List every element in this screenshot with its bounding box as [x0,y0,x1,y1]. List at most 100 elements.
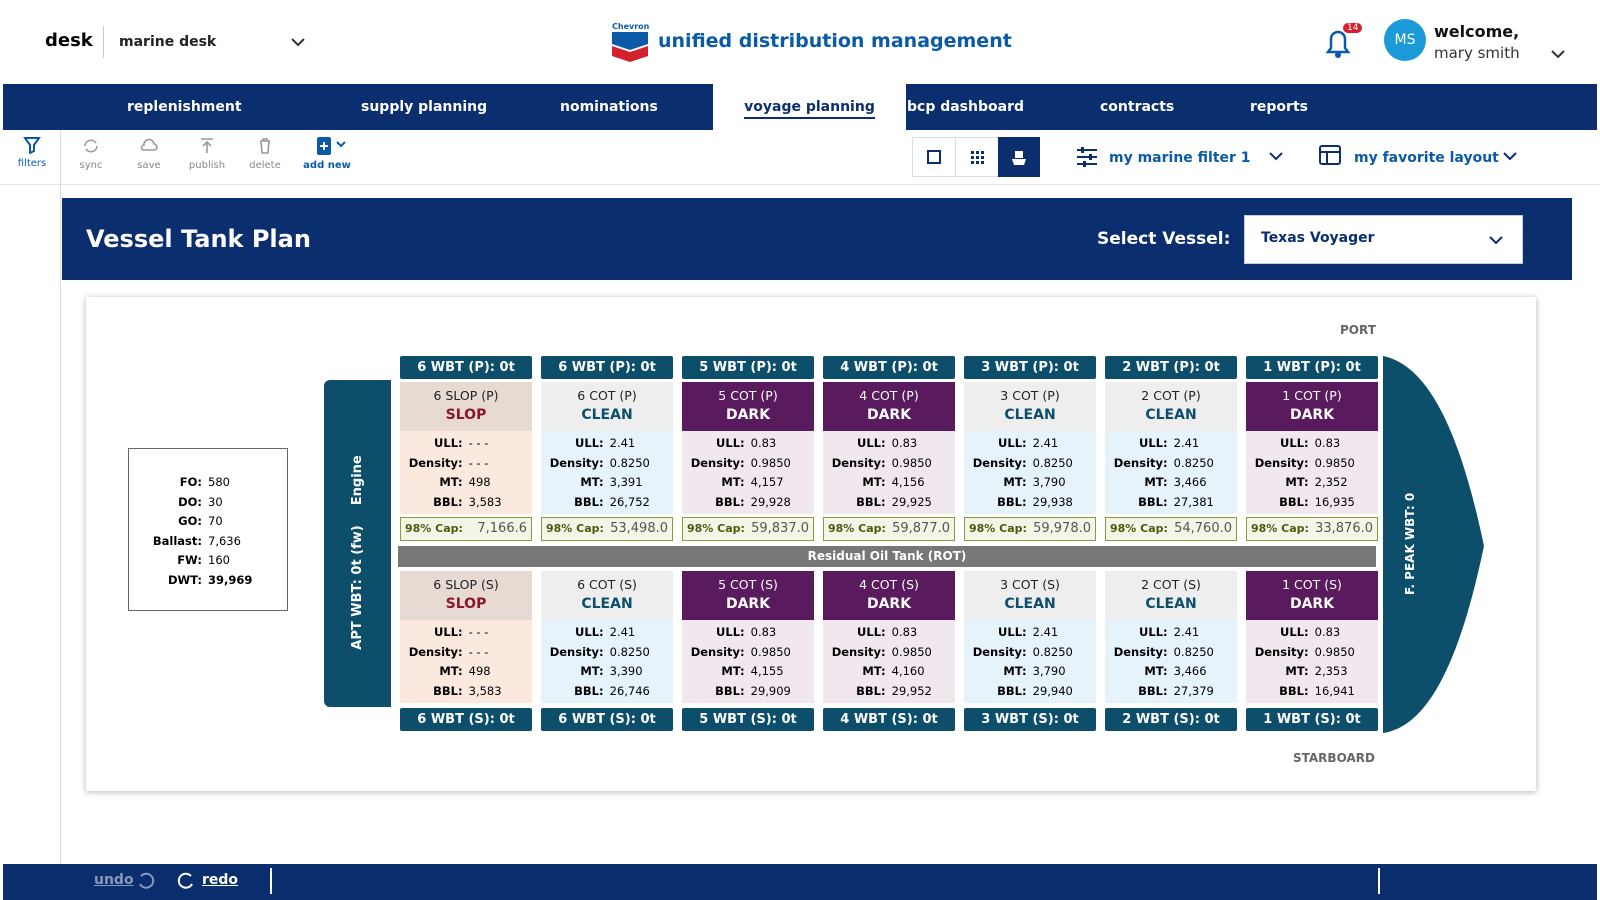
undo-button[interactable]: undo [94,872,134,888]
logo [612,32,648,62]
filter-select[interactable]: my marine filter 1 [1109,150,1251,166]
field-value: 16,941 [1314,683,1355,698]
tank-field: ULL: 0.83 [1246,623,1378,643]
filters-button[interactable]: filters [7,136,57,169]
field-value: 0.9850 [1314,644,1355,659]
avatar[interactable]: MS [1384,19,1426,61]
summary-value: 70 [208,514,223,528]
field-value: 0.83 [750,436,777,450]
tank-cap: 98% Cap: 54,760.0 [1105,517,1237,541]
tank-grade: DARK [725,407,771,423]
field-label: ULL: [857,625,886,639]
nav-tab[interactable]: bcp dashboard [897,84,1092,130]
chevron-icon[interactable] [1550,48,1566,60]
field-label: Density: [690,644,745,659]
tank-field: BBL: 16,941 [1246,682,1378,702]
chevron-icon[interactable] [1268,150,1284,162]
field-label: MT: [1144,475,1168,489]
tank-body: ULL: 2.41 Density: 0.8250 MT: 3,390 BBL: 26,746 [541,620,673,703]
view-table[interactable] [912,137,956,177]
redo-button[interactable]: redo [202,872,239,888]
tank-field: ULL: 0.83 [682,434,814,454]
tank-body: ULL: 0.83 Density: 0.9850 MT: 2,353 BBL: 16,941 [1246,620,1378,703]
toolbar-button[interactable]: delete [240,136,290,171]
redo-icon [177,872,193,889]
field-label: MT: [439,475,463,489]
undo-icon [139,872,155,889]
tank-field: ULL: - - - [400,623,532,643]
tank-head[interactable]: 2 COT (P) CLEAN [1105,382,1237,431]
field-label: Density: [972,455,1027,470]
view-vessel[interactable] [998,137,1040,177]
cap-label: 98% Cap: [546,522,604,535]
vessel-select[interactable]: Texas Voyager [1244,215,1523,264]
tank-head[interactable]: 6 SLOP (S) SLOP [400,571,532,620]
tank-head[interactable]: 6 COT (S) CLEAN [541,571,673,620]
toolbar-button[interactable]: save [124,136,174,171]
nav-tab[interactable]: nominations [550,84,700,130]
field-value: 2,352 [1314,475,1348,489]
tank-field: MT: 3,390 [541,662,673,682]
add-new-button[interactable]: add new [302,136,352,171]
tank-head[interactable]: 4 COT (P) DARK [823,382,955,431]
nav-tab[interactable]: supply planning [351,84,526,130]
chevron-icon[interactable] [1502,150,1518,162]
tank-field: ULL: 0.83 [823,434,955,454]
view-grid[interactable] [955,137,999,177]
toolbar-button[interactable]: sync [66,136,116,171]
tank-name: 2 COT (S) [1141,577,1201,592]
bell-icon[interactable] [1320,24,1356,60]
logo-text: Chevron [612,22,650,31]
tank-head[interactable]: 3 COT (P) CLEAN [964,382,1096,431]
summary-label: GO: [178,514,202,528]
engine: Engine [350,455,365,506]
summary-value: 580 [208,475,230,489]
field-value: 3,391 [609,475,643,489]
tank-field: MT: 4,155 [682,662,814,682]
label: save [137,160,161,171]
field-label: BBL: [1138,683,1168,698]
field-label: BBL: [715,494,745,509]
field-value: 3,466 [1173,475,1207,489]
nav-tab[interactable]: voyage planning [713,84,906,130]
desk-select[interactable]: marine desk [119,34,217,50]
field-label: Density: [408,644,463,659]
port-label: PORT [1340,323,1376,337]
field-label: BBL: [715,683,745,698]
tank-name: 2 COT (P) [1141,388,1201,403]
tank-field: Density: 0.9850 [823,643,955,663]
tank-field: Density: 0.9850 [823,454,955,474]
tank-head[interactable]: 1 COT (P) DARK [1246,382,1378,431]
tank-head[interactable]: 6 COT (P) CLEAN [541,382,673,431]
field-label: ULL: [998,436,1027,450]
tank-head[interactable]: 5 COT (S) DARK [682,571,814,620]
toolbar-button[interactable]: publish [182,136,232,171]
tank-head[interactable]: 4 COT (S) DARK [823,571,955,620]
nav-label: supply planning [361,99,488,115]
tank-head[interactable]: 1 COT (S) DARK [1246,571,1378,620]
tank-head[interactable]: 5 COT (P) DARK [682,382,814,431]
wbt-label: 5 WBT (P): 0t [682,356,814,379]
wbt-label: 4 WBT (P): 0t [823,356,955,379]
nav-tab[interactable]: replenishment planning [117,84,302,161]
nav-tab[interactable]: reports [1240,84,1390,130]
field-value: 0.83 [1314,625,1341,639]
tank-grade: DARK [1289,596,1335,612]
layout-select[interactable]: my favorite layout [1354,150,1499,166]
tank-field: MT: 3,466 [1105,473,1237,493]
divider [270,868,272,894]
tank-head[interactable]: 6 SLOP (P) SLOP [400,382,532,431]
field-label: Density: [1254,455,1309,470]
nav-tab[interactable]: contracts [1090,84,1240,130]
field-label: ULL: [434,625,463,639]
wbt-label: 2 WBT (S): 0t [1105,708,1237,731]
tank-name: 5 COT (S) [718,577,778,592]
tank-field: MT: 3,790 [964,662,1096,682]
rot-bar: Residual Oil Tank (ROT) [398,546,1376,567]
field-label: BBL: [1279,494,1309,509]
field-label: BBL: [856,494,886,509]
tank-head[interactable]: 3 COT (S) CLEAN [964,571,1096,620]
summary-row: DWT: 39,969 [129,571,287,591]
tank-head[interactable]: 2 COT (S) CLEAN [1105,571,1237,620]
tank-field: Density: 0.9850 [682,454,814,474]
